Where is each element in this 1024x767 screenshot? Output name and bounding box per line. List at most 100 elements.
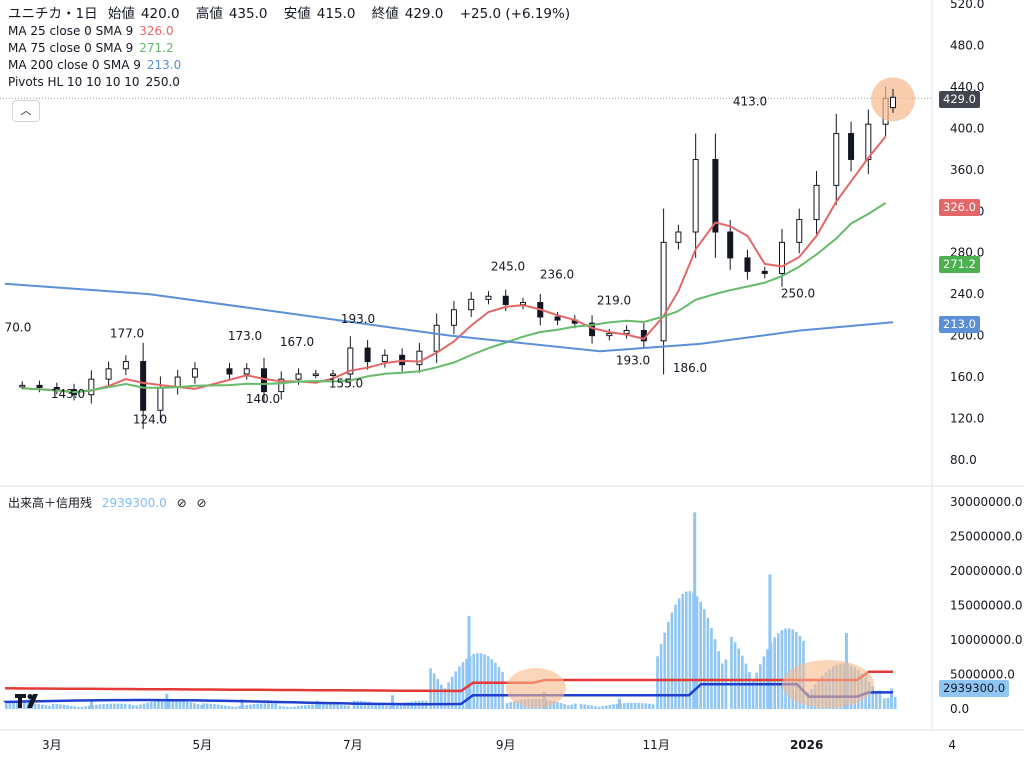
volume-bar (340, 704, 343, 709)
candle-body (330, 373, 337, 376)
candle-body (744, 257, 751, 272)
pivot-label: 167.0 (280, 335, 314, 349)
pivot-label: 155.0 (329, 376, 363, 390)
candle-body (381, 354, 388, 363)
volume-bar (256, 703, 259, 709)
candle-body (433, 324, 440, 352)
ma25-line (22, 135, 887, 394)
volume-bar (15, 702, 19, 709)
volume-bar (509, 702, 512, 709)
volume-bar (759, 664, 762, 709)
pivot-label: 177.0 (110, 327, 144, 341)
indicator-ma200[interactable]: MA 200 close 0 SMA 9 213.0 (8, 58, 182, 72)
indicator-ma75[interactable]: MA 75 close 0 SMA 9 271.2 (8, 41, 174, 55)
volume-bar (135, 705, 139, 709)
candle-body (278, 378, 285, 393)
volume-bar (146, 702, 149, 709)
volume-bar (73, 706, 77, 709)
volume-bar (608, 704, 612, 709)
low-value: 415.0 (316, 6, 356, 22)
volume-bar (381, 704, 385, 709)
volume-bar (80, 706, 84, 709)
volume-bar (259, 703, 263, 709)
volume-bar (213, 704, 216, 709)
volume-tick-label: 30000000.0 (950, 495, 1023, 509)
volume-bar (579, 703, 583, 709)
collapse-legend-button[interactable]: ︿ (12, 100, 40, 122)
tradingview-logo-icon[interactable] (14, 693, 44, 709)
volume-indicator-name[interactable]: 出来高＋信用残 (8, 496, 93, 510)
volume-bar (116, 703, 120, 709)
candle-body (312, 373, 319, 376)
volume-bar (293, 706, 296, 709)
volume-bar (396, 704, 399, 709)
candle-body (848, 133, 855, 160)
pivot-label: 219.0 (597, 294, 631, 308)
volume-bar (62, 704, 66, 709)
pivot-label: 193.0 (341, 312, 375, 326)
volume-bar (98, 704, 102, 709)
eye-off-icon[interactable]: ⊘ (196, 496, 207, 510)
highlight-ellipse (506, 668, 566, 708)
candle-body (450, 309, 457, 326)
candle-body (226, 368, 233, 375)
indicator-pivots[interactable]: Pivots HL 10 10 10 10 250.0 (8, 75, 180, 89)
volume-bar (282, 706, 285, 709)
symbol-title[interactable]: ユニチカ・1日 (8, 6, 98, 22)
volume-bar (699, 601, 702, 709)
volume-bar (160, 700, 164, 709)
volume-bar (385, 705, 388, 709)
eye-off-icon[interactable]: ⊘ (176, 496, 187, 510)
volume-bar (703, 609, 706, 709)
indicator-ma25[interactable]: MA 25 close 0 SMA 9 326.0 (8, 24, 174, 38)
volume-bar (311, 704, 314, 709)
volume-bar (721, 663, 724, 709)
volume-bar (167, 699, 171, 709)
volume-bar (450, 676, 454, 709)
high-value: 435.0 (228, 6, 268, 22)
volume-bar (583, 704, 586, 709)
volume-bar (663, 632, 666, 709)
volume-bar (343, 705, 347, 709)
highlight-ellipse (782, 660, 874, 708)
volume-bar (120, 703, 123, 709)
volume-bar (505, 703, 509, 709)
volume-tick-label: 20000000.0 (950, 564, 1023, 578)
volume-bar (220, 704, 223, 709)
candle-body (416, 350, 423, 366)
volume-bar (216, 704, 220, 709)
price-tick-label: 480.0 (950, 38, 984, 52)
volume-bar (196, 704, 200, 709)
volume-bar (200, 705, 203, 709)
volume-bar (149, 701, 153, 709)
volume-bar (867, 681, 871, 709)
volume-bar (77, 706, 80, 709)
last-price-tag: 429.0 (939, 91, 980, 108)
volume-tick-label: 0.0 (950, 702, 969, 716)
volume-bar (768, 574, 772, 709)
volume-bar (205, 703, 209, 709)
volume-bar (307, 704, 311, 709)
volume-bar (883, 698, 886, 709)
candle-body (727, 231, 734, 259)
volume-bar (693, 512, 697, 709)
volume-bar (490, 659, 494, 709)
volume-bar (391, 695, 395, 709)
volume-bar (476, 653, 479, 709)
volume-bar (681, 593, 684, 709)
change-value: +25.0 (+6.19%) (459, 6, 571, 22)
volume-bar (617, 698, 621, 709)
volume-bar (231, 706, 234, 709)
volume-bar (479, 653, 483, 709)
volume-bar (12, 702, 15, 709)
volume-bar (403, 702, 406, 709)
candle-body (261, 368, 267, 393)
volume-bar (501, 672, 504, 709)
volume-bar (363, 701, 367, 709)
volume-bar (773, 637, 776, 709)
volume-bar (332, 704, 336, 709)
volume-bar (659, 644, 663, 709)
ma25-price-tag: 326.0 (939, 199, 980, 216)
volume-bar (360, 700, 363, 709)
